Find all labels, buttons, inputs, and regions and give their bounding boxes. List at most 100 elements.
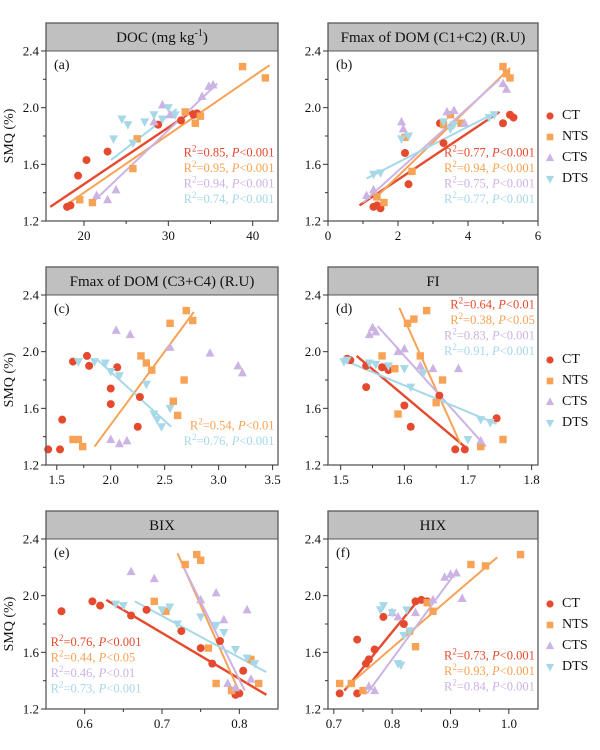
data-point xyxy=(74,171,83,180)
data-point xyxy=(411,607,420,617)
series-points-dts xyxy=(376,602,415,671)
regression-line-nts xyxy=(64,64,271,207)
x-tick-label: 0.6 xyxy=(77,716,94,731)
figure-row-2: Fmax of DOM (C3+C4) (R.U) 1.2 1.6 2.0 2.4 1.5… xyxy=(0,257,600,501)
data-point xyxy=(499,435,507,444)
data-point xyxy=(502,69,511,78)
y-tick-label: 1.2 xyxy=(305,214,321,229)
y-tick-label: 1.2 xyxy=(23,702,39,717)
data-point xyxy=(481,562,490,570)
legend-label: DTS xyxy=(562,415,589,430)
data-point xyxy=(442,106,452,116)
data-point xyxy=(399,620,408,628)
y-tick-label: 2.4 xyxy=(23,44,40,59)
legend-label: DTS xyxy=(562,659,589,674)
stat-annotation: R2=0.94, P<0.001 xyxy=(444,159,535,175)
plot-frame xyxy=(327,510,539,710)
data-point xyxy=(428,363,438,373)
data-point xyxy=(476,416,486,425)
legend-item-cts: CTS xyxy=(544,639,600,653)
triangle-down-marker-icon xyxy=(545,663,555,672)
data-point xyxy=(165,603,175,612)
legend-row-1: CT NTS CTS DTS xyxy=(544,109,600,186)
series-points-dts xyxy=(108,104,180,149)
panel-title-band xyxy=(46,23,278,51)
stat-annotation: R2=0.76, P<0.001 xyxy=(184,432,275,448)
legend-item-cts: CTS xyxy=(544,395,600,409)
x-tick-label: 20 xyxy=(77,228,90,243)
data-point xyxy=(516,550,525,559)
data-point xyxy=(415,360,425,370)
legend-item-cts: CTS xyxy=(544,151,600,165)
stat-annotation: R2=0.95, P<0.001 xyxy=(184,159,275,175)
data-point xyxy=(157,115,167,124)
data-point xyxy=(196,613,206,622)
stat-annotation: R2=0.74, P<0.001 xyxy=(184,190,275,206)
regression-line-dts xyxy=(343,359,498,425)
panel-title: Fmax of DOM (C1+C2) (R.U) xyxy=(341,30,526,46)
y-tick-label: 1.6 xyxy=(23,157,40,172)
series-points-cts xyxy=(362,78,511,199)
regression-line-dts xyxy=(366,112,495,180)
legend-row-2: CT NTS CTS DTS xyxy=(544,353,600,430)
x-tick-label: 1.8 xyxy=(524,472,540,487)
x-tick-label: 3.0 xyxy=(211,472,227,487)
data-point xyxy=(242,604,252,614)
y-axis-label: SMQ (%) xyxy=(2,352,17,407)
data-point xyxy=(408,167,416,176)
data-point xyxy=(492,414,501,423)
data-point xyxy=(149,111,159,120)
data-point xyxy=(123,121,133,130)
triangle-up-marker-icon xyxy=(545,641,555,650)
data-point xyxy=(410,315,418,323)
data-point xyxy=(106,368,116,377)
data-point xyxy=(463,436,473,445)
panel-letter: (f) xyxy=(336,546,350,561)
data-point xyxy=(438,376,447,384)
data-point xyxy=(172,620,182,629)
square-marker-icon xyxy=(546,377,554,385)
data-point xyxy=(126,566,136,576)
stat-annotation: R2=0.77, P<0.001 xyxy=(444,190,535,206)
triangle-down-glyph xyxy=(545,175,555,184)
panel-e-chart: BIX 1.2 1.6 2.0 2.4 0.6 0.7 0.8 SMQ (%) (e) R2=0.7… xyxy=(2,510,279,731)
data-point xyxy=(85,361,94,370)
data-point xyxy=(106,384,115,393)
data-point xyxy=(111,600,121,610)
y-tick-label: 1.2 xyxy=(23,458,39,473)
triangle-down-glyph xyxy=(545,419,555,428)
series-points-cts xyxy=(364,322,486,445)
stat-annotation: R2=0.38, P<0.05 xyxy=(450,311,535,327)
legend-item-dts: DTS xyxy=(544,660,600,674)
data-point xyxy=(353,689,362,698)
x-tick-label: 2.5 xyxy=(157,472,173,487)
data-point xyxy=(239,666,248,675)
data-point xyxy=(369,184,378,194)
data-point xyxy=(133,422,142,431)
data-point xyxy=(387,609,397,618)
stat-annotation: R2=0.77, P<0.001 xyxy=(444,143,535,159)
triangle-down-glyph xyxy=(545,663,555,672)
y-tick-label: 1.6 xyxy=(305,645,322,660)
legend-item-ct: CT xyxy=(544,597,600,611)
data-point xyxy=(242,654,252,663)
data-point xyxy=(122,435,132,445)
regression-line-dts xyxy=(134,600,267,674)
data-point xyxy=(197,91,207,100)
data-point xyxy=(219,629,229,638)
data-point xyxy=(403,319,412,328)
data-point xyxy=(182,306,190,315)
data-point xyxy=(416,352,424,360)
panel-title: HIX xyxy=(420,518,447,534)
data-point xyxy=(165,109,175,119)
x-tick-label: 4 xyxy=(465,228,472,243)
x-tick-label: 30 xyxy=(162,228,175,243)
data-point xyxy=(246,674,256,683)
legend-label: NTS xyxy=(562,373,589,388)
data-point xyxy=(383,362,393,371)
circle-glyph xyxy=(546,112,554,120)
legend-row-3: CT NTS CTS DTS xyxy=(544,597,600,674)
plot-frame xyxy=(327,266,539,466)
data-point xyxy=(379,612,388,621)
